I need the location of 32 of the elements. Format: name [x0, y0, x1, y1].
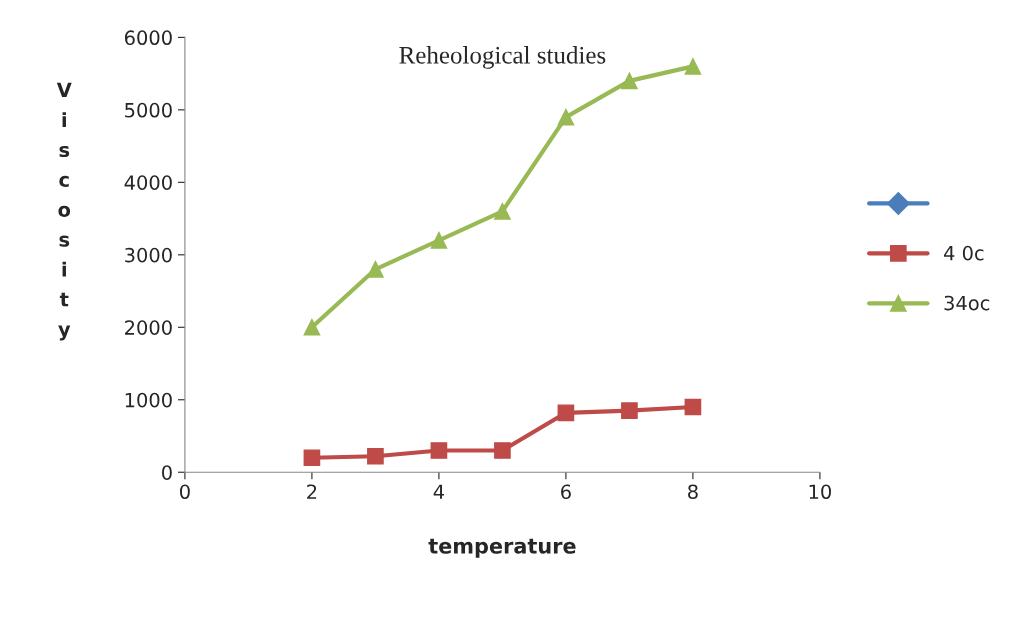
x-tick-label: 6: [561, 484, 571, 500]
text: Viscosity: [56, 82, 72, 341]
point: [557, 108, 575, 126]
point: [430, 442, 448, 459]
x-tick-label: 10: [809, 484, 831, 500]
point: [621, 402, 638, 419]
x-axis-title: temperature: [428, 538, 576, 558]
y-tick-label: 1000: [125, 392, 172, 408]
y-tick-label: 5000: [125, 102, 172, 118]
point: [494, 442, 511, 459]
y-tick-label: 2000: [125, 320, 172, 335]
point: [684, 58, 702, 75]
y-tick-label: 0: [162, 465, 172, 480]
point: [367, 447, 384, 465]
point: [430, 231, 448, 249]
legend-label: 34oc: [944, 295, 990, 311]
point: [557, 404, 575, 422]
legend-label: 4 0c: [944, 245, 984, 261]
point: [303, 449, 321, 467]
point: [367, 260, 384, 278]
point: [621, 72, 638, 90]
point: [494, 202, 511, 220]
y-tick-label: 4000: [124, 175, 172, 190]
point: [684, 398, 702, 416]
y-tick-label: 6000: [124, 30, 172, 46]
x-tick-label: 0: [180, 484, 190, 500]
chart-title: Reheological studies: [399, 46, 606, 69]
x-tick-label: 8: [688, 484, 698, 500]
x-tick-label: 2: [307, 484, 317, 499]
point: [303, 318, 321, 336]
y-tick-label: 3000: [125, 247, 172, 263]
x-tick-label: 4: [433, 484, 445, 499]
